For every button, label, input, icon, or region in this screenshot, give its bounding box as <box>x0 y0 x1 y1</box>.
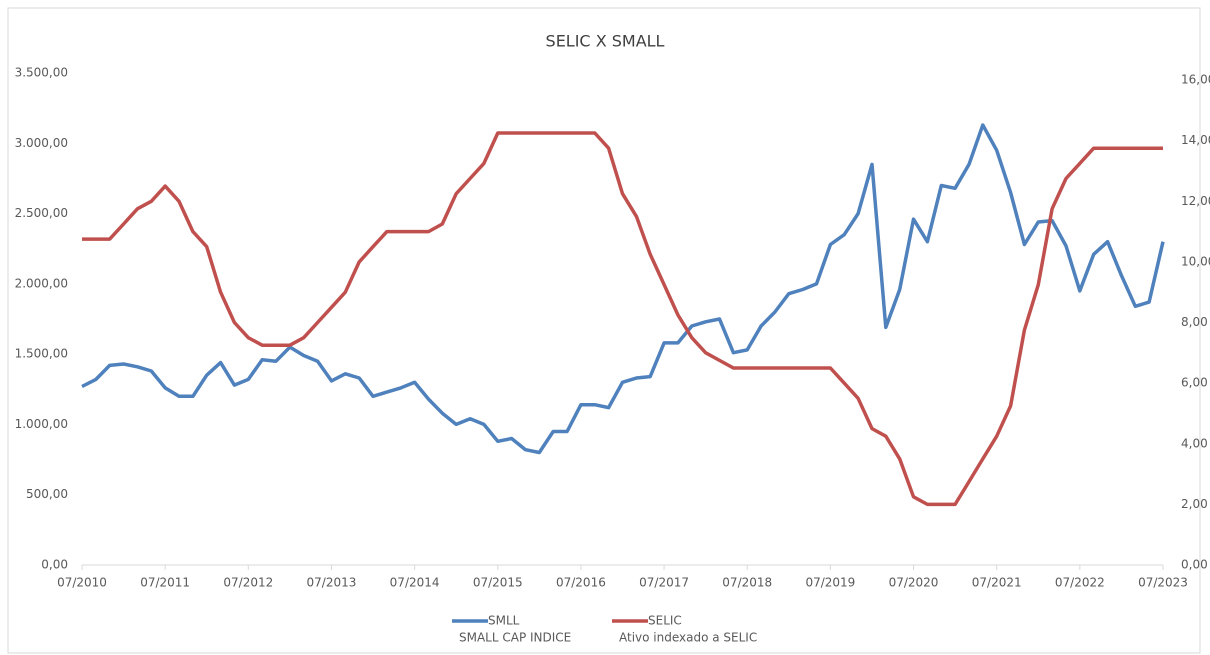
x-tick-label: 07/2016 <box>556 576 606 590</box>
chart-title: SELIC X SMALL <box>546 32 665 51</box>
legend-label: SELIC <box>648 614 682 628</box>
y2-tick-label: 10,00 <box>1181 254 1210 268</box>
y-tick-label: 1.000,00 <box>15 417 68 431</box>
y2-tick-label: 16,00 <box>1181 73 1210 87</box>
y-tick-label: 500,00 <box>26 487 68 501</box>
x-tick-label: 07/2022 <box>1055 576 1105 590</box>
x-tick-label: 07/2014 <box>390 576 440 590</box>
y2-tick-label: 4,00 <box>1181 436 1208 450</box>
y-tick-label: 0,00 <box>41 558 68 572</box>
legend-description: SMALL CAP INDICE <box>459 631 571 645</box>
x-tick-label: 07/2023 <box>1138 576 1188 590</box>
series-line <box>82 131 1163 507</box>
x-tick-label: 07/2020 <box>889 576 939 590</box>
y2-tick-label: 12,00 <box>1181 194 1210 208</box>
y2-tick-label: 14,00 <box>1181 133 1210 147</box>
series-line <box>81 123 1165 455</box>
x-tick-label: 07/2010 <box>57 576 107 590</box>
y-tick-label: 2.000,00 <box>15 276 68 290</box>
y-tick-label: 2.500,00 <box>15 206 68 220</box>
y2-tick-label: 2,00 <box>1181 497 1208 511</box>
y2-tick-label: 8,00 <box>1181 315 1208 329</box>
legend-description: Ativo indexado a SELIC <box>619 631 757 645</box>
x-tick-label: 07/2013 <box>307 576 357 590</box>
x-tick-label: 07/2015 <box>473 576 523 590</box>
x-tick-label: 07/2012 <box>223 576 273 590</box>
legend-label: SMLL <box>488 614 520 628</box>
x-tick-label: 07/2011 <box>140 576 190 590</box>
y2-tick-label: 0,00 <box>1181 558 1208 572</box>
chart-frame <box>7 7 1201 654</box>
x-tick-label: 07/2017 <box>639 576 689 590</box>
y-tick-label: 3.000,00 <box>15 136 68 150</box>
x-tick-label: 07/2019 <box>805 576 855 590</box>
x-tick-label: 07/2021 <box>972 576 1022 590</box>
y-tick-label: 1.500,00 <box>15 347 68 361</box>
x-tick-label: 07/2018 <box>722 576 772 590</box>
y-tick-label: 3.500,00 <box>15 66 68 80</box>
y2-tick-label: 6,00 <box>1181 376 1208 390</box>
